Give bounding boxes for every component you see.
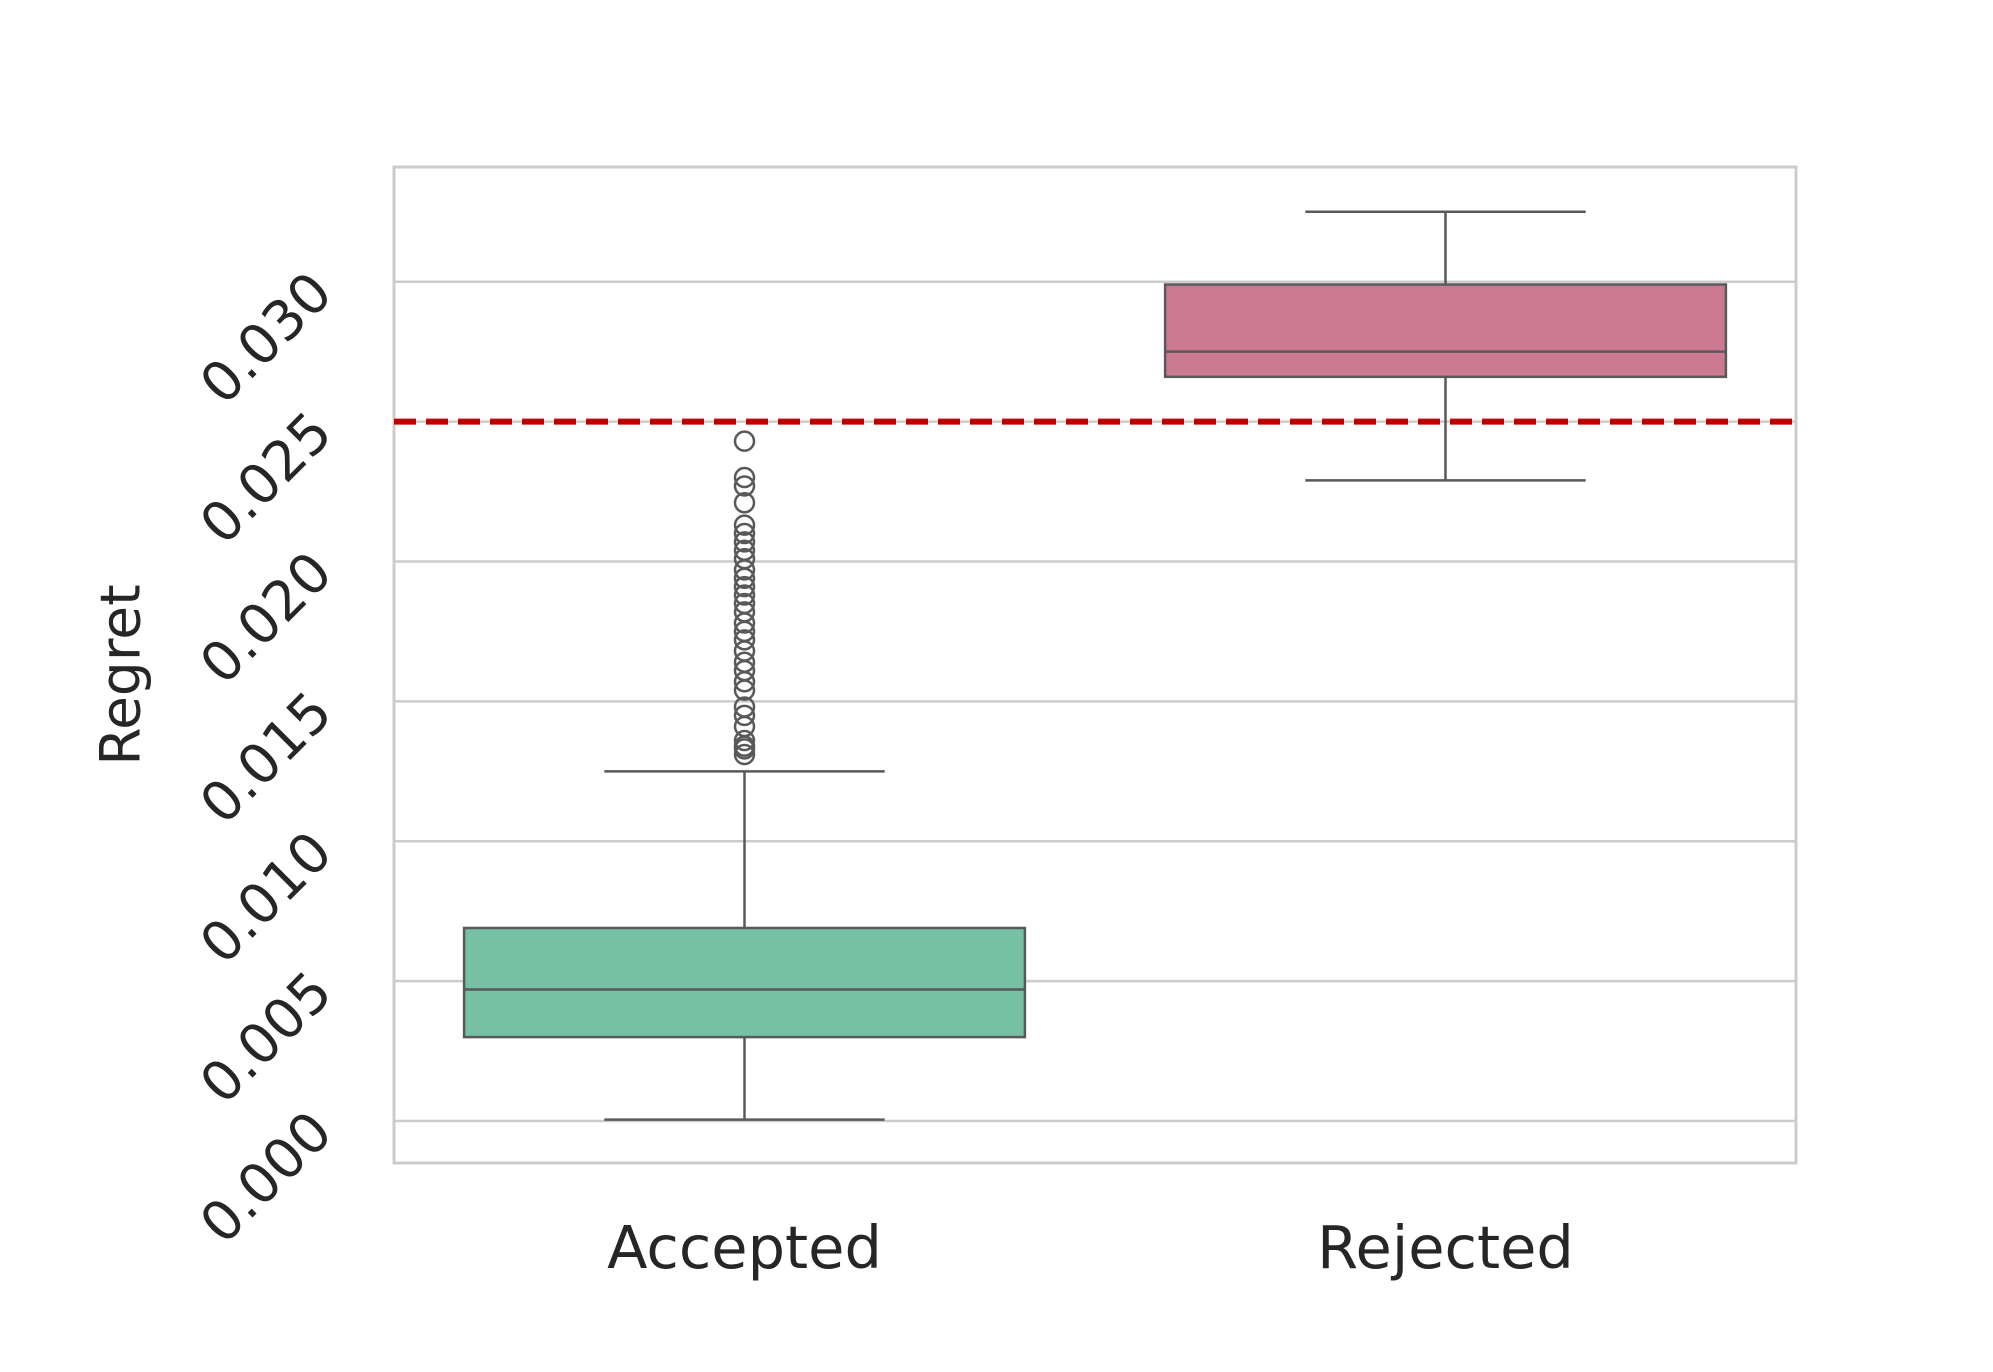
outlier-point bbox=[733, 601, 756, 623]
outlier-point bbox=[733, 715, 756, 738]
plot-frame bbox=[392, 165, 1798, 1165]
outlier-point bbox=[733, 696, 756, 718]
outlier-point bbox=[733, 430, 756, 452]
outlier-point bbox=[733, 743, 756, 766]
outlier-point bbox=[733, 640, 756, 662]
outlier-point bbox=[733, 592, 756, 615]
outlier-point bbox=[733, 522, 756, 545]
outlier-point bbox=[733, 629, 756, 651]
outlier-point bbox=[733, 475, 756, 497]
x-tick-label: Accepted bbox=[607, 1213, 882, 1282]
outlier-point bbox=[733, 575, 756, 598]
y-tick-label: 0.020 bbox=[188, 539, 345, 696]
y-tick-label: 0.005 bbox=[188, 959, 345, 1116]
y-tick-label: 0.030 bbox=[188, 260, 345, 417]
y-tick-label: 0.015 bbox=[188, 679, 345, 836]
box-rejected bbox=[1163, 210, 1728, 482]
outlier-point bbox=[733, 514, 756, 536]
box-iqr bbox=[462, 926, 1027, 1039]
outlier-point bbox=[733, 704, 756, 727]
outlier-point bbox=[733, 584, 756, 606]
boxes bbox=[462, 210, 1728, 1121]
outlier-point bbox=[733, 466, 756, 489]
outlier-point bbox=[733, 729, 756, 752]
box-accepted bbox=[462, 430, 1027, 1121]
box-iqr bbox=[1163, 283, 1728, 379]
x-tick-label: Rejected bbox=[1317, 1213, 1574, 1282]
outlier-point bbox=[733, 491, 756, 514]
x-tick-labels: Accepted Rejected bbox=[607, 1213, 1574, 1282]
y-tick-label: 0.025 bbox=[188, 400, 345, 557]
outlier-point bbox=[733, 539, 756, 562]
y-axis-label: Regret bbox=[88, 584, 152, 765]
outlier-point bbox=[733, 531, 756, 553]
y-tick-label: 0.000 bbox=[188, 1099, 345, 1256]
outlier-point bbox=[733, 547, 756, 570]
y-tick-label: 0.010 bbox=[188, 819, 345, 976]
outlier-point bbox=[733, 651, 756, 673]
